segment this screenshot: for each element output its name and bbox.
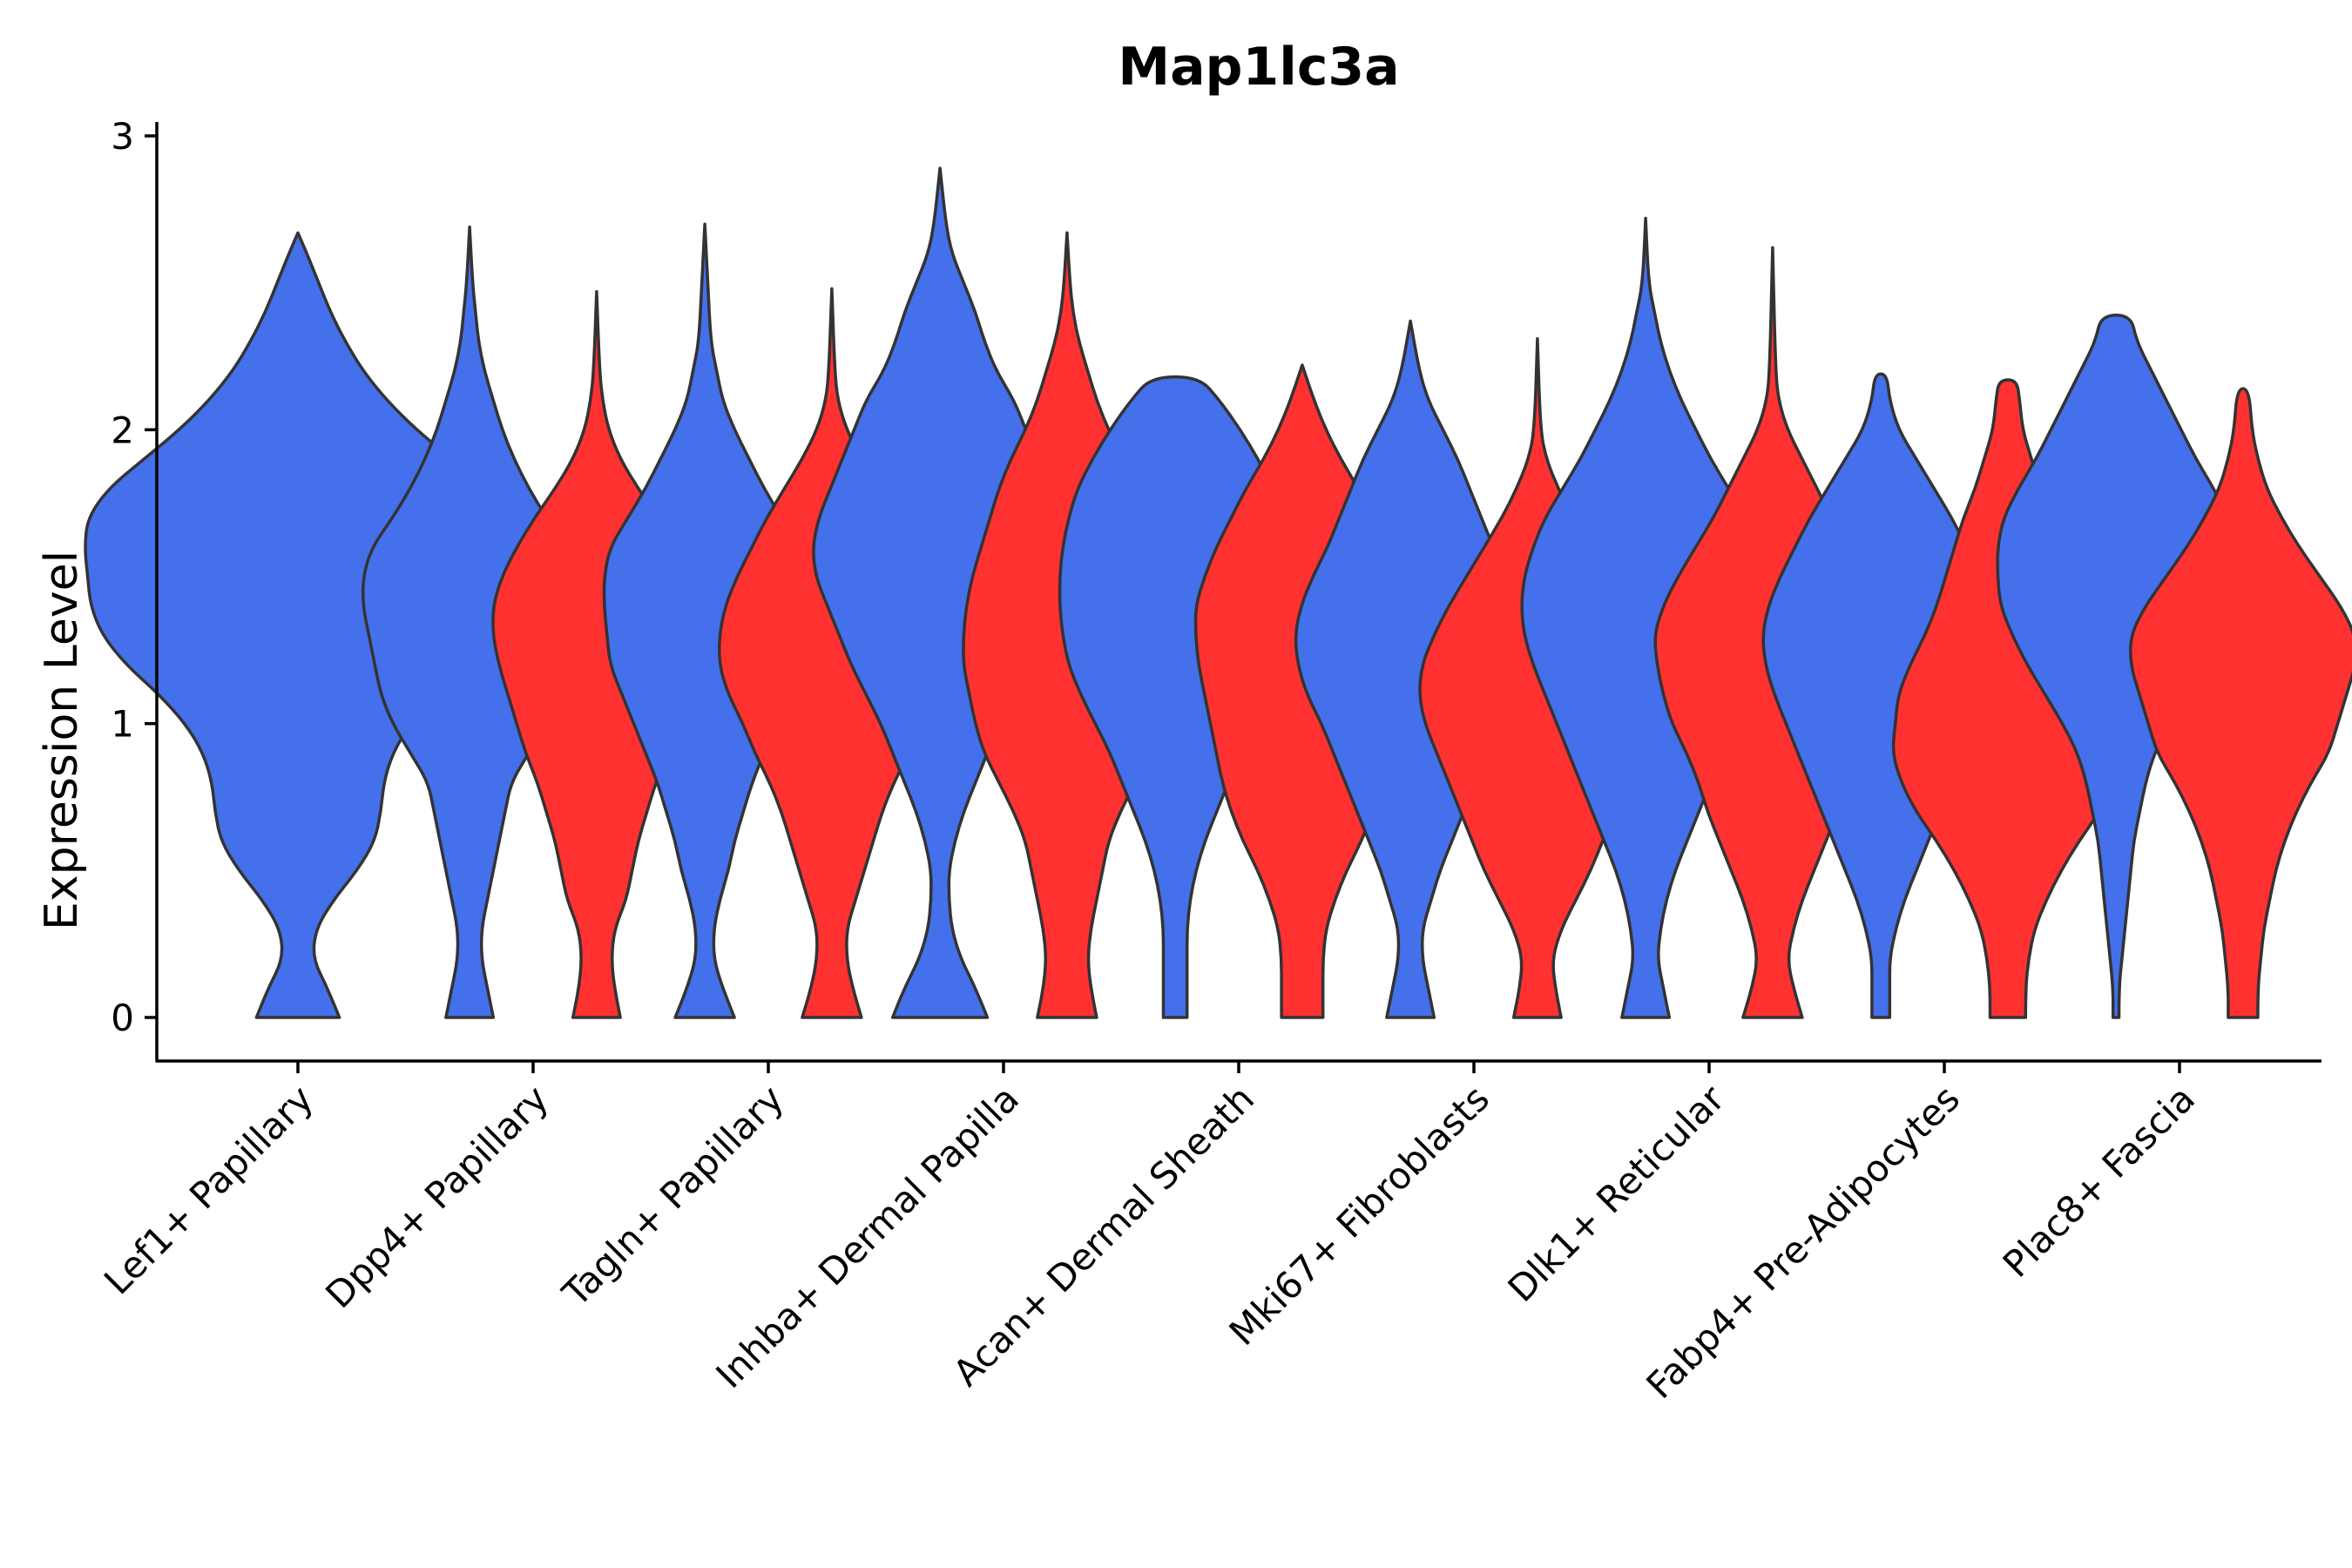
x-tick-label: Dpp4+ Papillary (317, 1077, 557, 1316)
violin-blue-8 (1996, 314, 2236, 1019)
violin-series (84, 166, 2352, 1019)
y-tick-label: 1 (111, 703, 134, 746)
x-tick-label: Dlk1+ Reticular (1500, 1077, 1734, 1310)
violin-red-8 (2128, 387, 2352, 1019)
chart-title: Map1lc3a (1118, 37, 1399, 98)
y-tick-label: 2 (111, 409, 134, 451)
x-tick-label: Mki67+ Fibroblasts (1221, 1077, 1497, 1353)
x-tick-label: Lef1+ Papillary (96, 1077, 321, 1302)
y-ticks: 0 1 2 3 (111, 115, 157, 1039)
x-tick-label: Tagln+ Papillary (554, 1077, 792, 1315)
y-tick-label: 3 (111, 115, 134, 158)
y-tick-label: 0 (111, 997, 134, 1039)
violin-red-2 (717, 287, 946, 1019)
x-tick-label: Plac8+ Fascia (1995, 1077, 2203, 1285)
y-axis-label: Expression Level (36, 551, 88, 930)
